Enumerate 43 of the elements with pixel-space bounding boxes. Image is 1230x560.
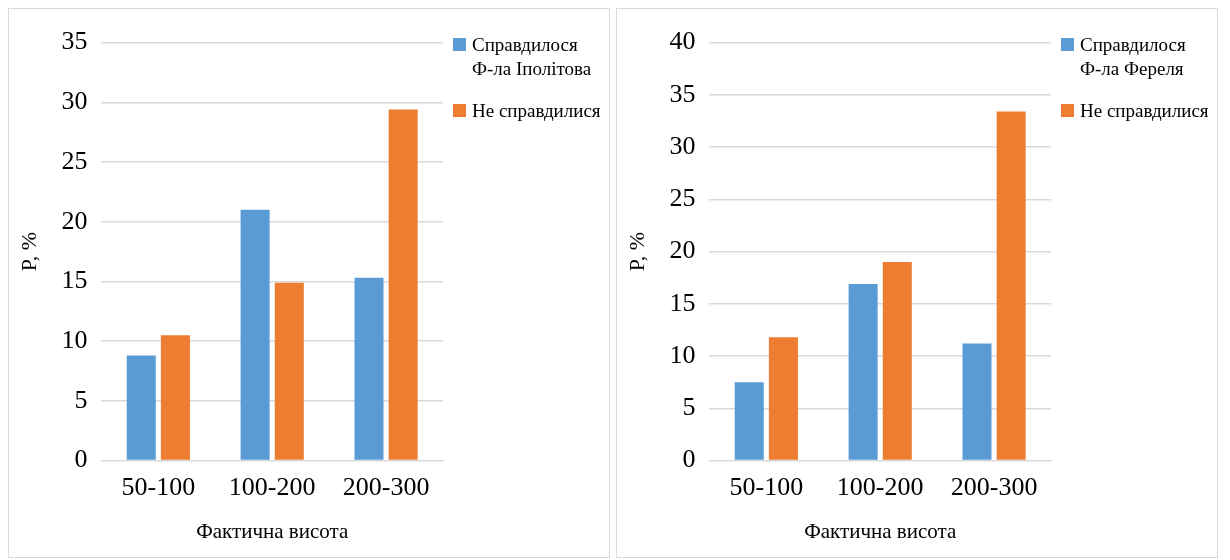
y-tick-label: 20 bbox=[669, 235, 696, 265]
bar bbox=[274, 282, 304, 460]
bar bbox=[996, 111, 1026, 460]
x-tick-label: 100-200 bbox=[836, 472, 924, 502]
y-tick-label: 10 bbox=[61, 325, 88, 354]
legend-label: Не справдилися bbox=[1080, 99, 1209, 123]
legend-label: Не справдилися bbox=[472, 99, 601, 123]
x-tick-label: 100-200 bbox=[228, 472, 316, 502]
y-tick-label: 15 bbox=[669, 287, 696, 317]
x-axis-title: Фактична висота bbox=[804, 518, 957, 543]
bar bbox=[848, 284, 878, 460]
y-tick-label: 30 bbox=[61, 86, 88, 116]
y-tick-label: 25 bbox=[669, 183, 696, 213]
y-tick-label: 35 bbox=[669, 78, 696, 108]
x-tick-label: 200-300 bbox=[950, 472, 1038, 502]
x-tick-label: 50-100 bbox=[729, 472, 804, 502]
y-tick-label: 10 bbox=[669, 339, 696, 369]
y-tick-label: 30 bbox=[669, 130, 696, 160]
legend-label: Справдилося Ф-ла Фереля bbox=[1080, 33, 1187, 81]
bar bbox=[734, 382, 764, 460]
x-axis-title: Фактична висота bbox=[196, 518, 349, 543]
y-axis-title: P, % bbox=[15, 232, 41, 272]
bar bbox=[126, 355, 156, 460]
y-tick-label: 35 bbox=[61, 26, 88, 56]
bar bbox=[240, 209, 270, 460]
bar bbox=[160, 335, 190, 460]
y-tick-label: 20 bbox=[61, 205, 88, 235]
y-tick-label: 5 bbox=[74, 384, 88, 414]
legend-label: Справдилося Ф-ла Іполітова bbox=[472, 33, 593, 81]
y-axis-title: P, % bbox=[623, 232, 649, 272]
y-tick-label: 25 bbox=[61, 145, 88, 175]
bar bbox=[768, 337, 798, 460]
bar bbox=[388, 109, 418, 460]
y-tick-label: 40 bbox=[669, 26, 696, 56]
x-tick-label: 50-100 bbox=[121, 472, 196, 502]
x-tick-label: 200-300 bbox=[342, 472, 430, 502]
y-tick-label: 0 bbox=[74, 444, 88, 474]
y-tick-label: 15 bbox=[61, 265, 88, 295]
bar bbox=[354, 277, 384, 460]
bar bbox=[962, 343, 992, 460]
y-tick-label: 0 bbox=[682, 444, 696, 474]
y-tick-label: 5 bbox=[682, 392, 696, 422]
bar bbox=[882, 262, 912, 460]
